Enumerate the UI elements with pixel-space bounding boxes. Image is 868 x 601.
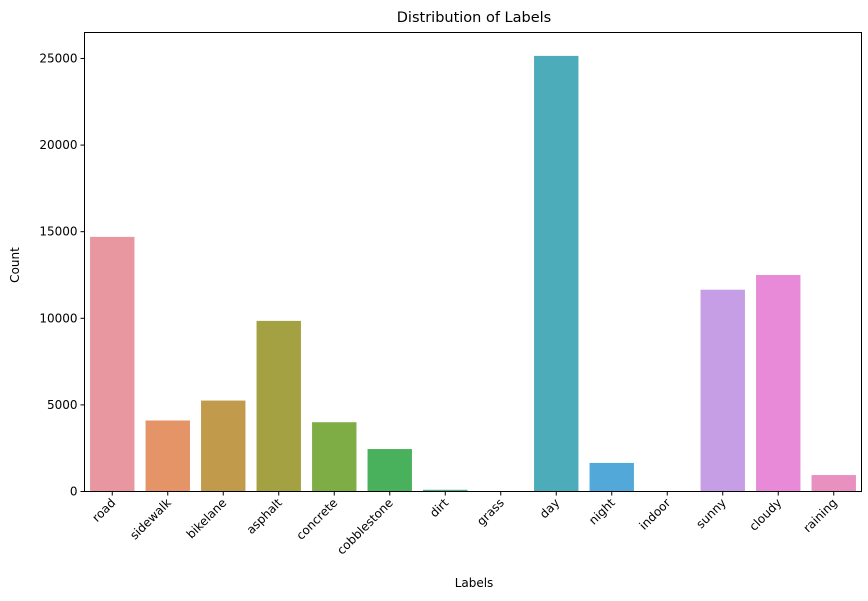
plot-frame	[84, 32, 862, 492]
x-tick-label: indoor	[636, 496, 673, 533]
chart-title: Distribution of Labels	[397, 10, 551, 26]
x-axis-ticks: road sidewalk bikelane asphalt concretecobbl…	[89, 491, 840, 558]
bar-night	[589, 462, 634, 492]
bar-road	[90, 236, 135, 492]
x-tick-label: dirt	[427, 496, 452, 521]
bar-day	[534, 55, 579, 492]
x-tick-label: cobblestone	[334, 496, 396, 558]
y-tick-label: 25000	[39, 51, 77, 65]
x-tick-label: cloudy	[746, 496, 784, 534]
x-tick-label: concrete	[293, 496, 340, 543]
x-tick-label: sidewalk	[127, 496, 174, 543]
bar-concrete	[312, 422, 357, 492]
y-axis-ticks: 0 5000 10000 15000 20000 25000	[39, 51, 85, 499]
bar-sunny	[700, 289, 745, 492]
bar-sidewalk	[145, 420, 190, 492]
x-axis-label: Labels	[455, 576, 494, 590]
y-tick-label: 10000	[39, 311, 77, 325]
bar-cobblestone	[367, 449, 412, 492]
x-tick-label: road	[89, 496, 118, 525]
bar-cloudy	[756, 274, 801, 492]
bar-asphalt	[256, 320, 301, 492]
x-tick-label: raining	[800, 496, 839, 535]
y-tick-label: 0	[70, 485, 78, 499]
bar-raining	[811, 475, 856, 492]
y-tick-label: 20000	[39, 138, 77, 152]
bars-group	[90, 55, 856, 492]
x-tick-label: day	[537, 496, 563, 522]
x-tick-label: bikelane	[184, 496, 230, 542]
x-tick-label: asphalt	[244, 496, 285, 537]
bar-dirt	[423, 489, 468, 492]
bar-bikelane	[201, 400, 246, 492]
x-tick-label: night	[586, 496, 618, 528]
y-axis-label: Count	[8, 247, 22, 283]
y-tick-label: 15000	[39, 225, 77, 239]
x-tick-label: grass	[474, 496, 507, 529]
y-tick-label: 5000	[47, 398, 78, 412]
x-tick-label: sunny	[693, 496, 728, 531]
